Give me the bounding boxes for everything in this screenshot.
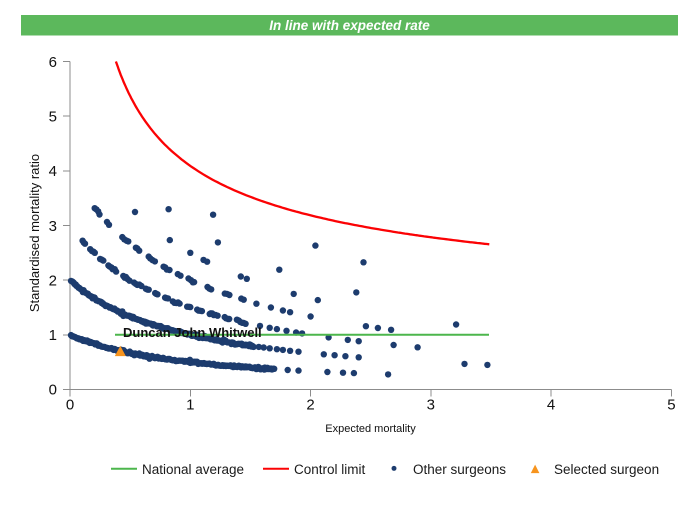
svg-text:0: 0 [49, 382, 57, 399]
svg-text:Control limit: Control limit [294, 462, 366, 477]
svg-text:Selected surgeon: Selected surgeon [554, 462, 659, 477]
svg-text:0: 0 [66, 397, 74, 414]
svg-text:6: 6 [49, 54, 57, 71]
svg-text:1: 1 [49, 327, 57, 344]
svg-text:2: 2 [306, 397, 314, 414]
svg-text:Expected mortality: Expected mortality [325, 423, 416, 435]
svg-text:5: 5 [49, 108, 57, 125]
svg-text:1: 1 [186, 397, 194, 414]
svg-text:4: 4 [547, 397, 555, 414]
svg-text:Standardised mortality ratio: Standardised mortality ratio [27, 154, 42, 312]
svg-text:In line with expected rate: In line with expected rate [269, 18, 430, 33]
svg-text:3: 3 [427, 397, 435, 414]
svg-text:4: 4 [49, 163, 57, 180]
svg-text:National average: National average [142, 462, 244, 477]
svg-text:2: 2 [49, 272, 57, 289]
svg-text:Duncan John Whitwell: Duncan John Whitwell [123, 325, 262, 340]
svg-text:Other surgeons: Other surgeons [413, 462, 506, 477]
svg-text:3: 3 [49, 218, 57, 235]
svg-text:5: 5 [667, 397, 675, 414]
